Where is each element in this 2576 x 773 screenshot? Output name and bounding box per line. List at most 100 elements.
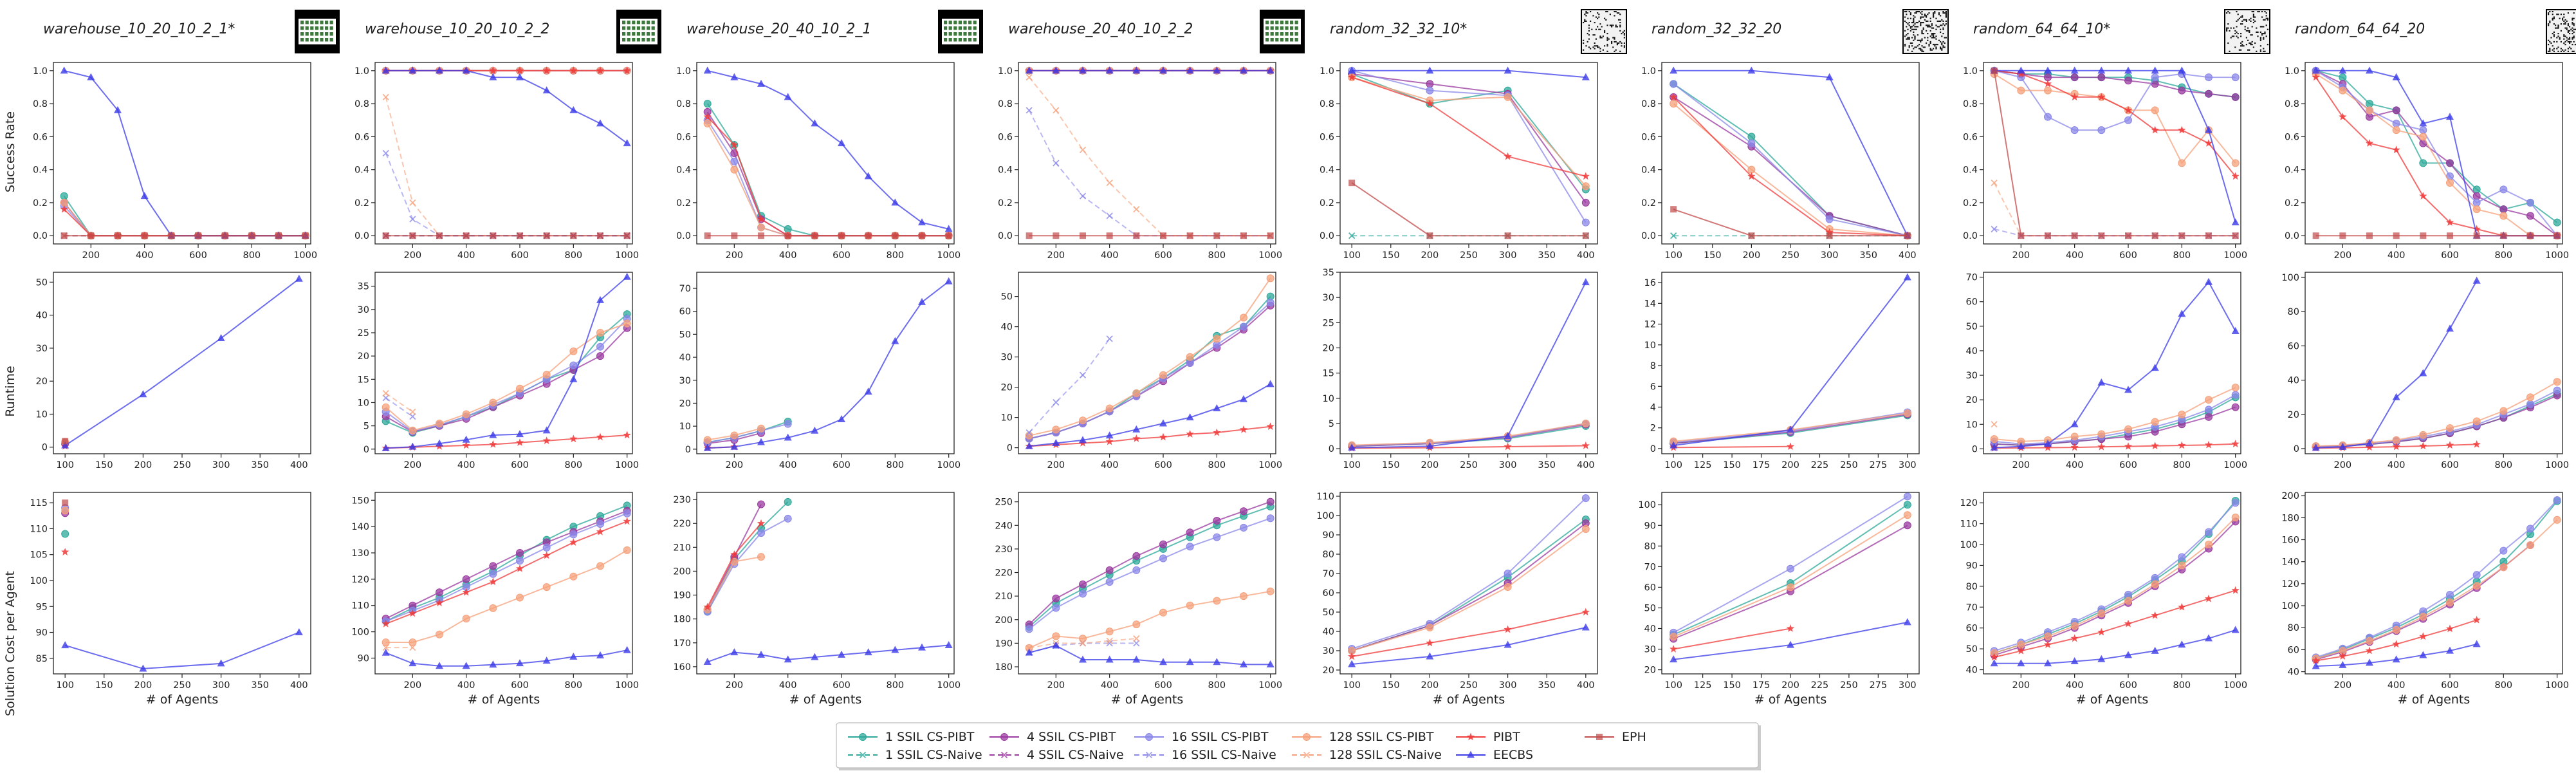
data-point <box>703 657 712 665</box>
data-point <box>1186 601 1194 610</box>
data-point <box>1786 624 1795 632</box>
data-point <box>516 549 524 557</box>
data-point <box>1903 273 1911 281</box>
series-line <box>385 505 628 622</box>
x-tick-label: 200 <box>2333 250 2351 261</box>
series-line <box>1673 628 1791 650</box>
data-point <box>891 337 899 344</box>
map-title: warehouse_10_20_10_2_1* <box>43 21 235 37</box>
x-tick-label: 300 <box>1499 460 1517 470</box>
data-point <box>784 655 792 663</box>
data-point <box>703 443 712 451</box>
y-tick-label: 100 <box>351 628 369 638</box>
data-point <box>2419 159 2427 167</box>
chart-column-random-32-32-10: random_32_32_10*100 150 200 250 300 350 4000.0… <box>1316 9 1627 707</box>
data-point <box>1504 432 1512 440</box>
data-point <box>141 232 148 239</box>
series-line <box>385 397 413 418</box>
legend-label: 128 SSIL CS-Naive <box>1329 748 1442 762</box>
data-point <box>382 443 390 451</box>
data-point <box>1266 498 1274 506</box>
data-point <box>757 650 765 658</box>
y-tick-label: 40 <box>36 311 48 321</box>
data-point <box>891 646 899 653</box>
data-point <box>1240 322 1247 331</box>
y-tick-label: 0.2 <box>354 198 369 209</box>
data-point <box>382 66 390 74</box>
legend-marker <box>1596 734 1603 740</box>
series-eecbs <box>382 646 631 669</box>
data-point <box>1670 633 1678 641</box>
data-point <box>2205 541 2213 549</box>
panel-success-rate: 200 400 600 800 1000 0.0 0.2 0.4 0.6 0.8 1.0 <box>998 62 1282 261</box>
data-point <box>2231 384 2240 392</box>
x-tick-label: 800 <box>2494 680 2512 691</box>
series-line <box>1351 77 1587 187</box>
series-128-ssil-cs-pibt <box>61 507 69 515</box>
y-tick-label: 110 <box>1316 492 1334 502</box>
series-line <box>64 278 300 447</box>
data-point <box>944 640 953 648</box>
y-tick-label: 25 <box>358 328 369 339</box>
data-point <box>115 232 121 239</box>
legend-label: 16 SSIL CS-Naive <box>1172 748 1276 762</box>
panel-solution-cost-per-agent: 200 400 600 800 1000 160 170 180 190 200 210 220 230… <box>673 492 961 707</box>
data-point <box>1426 232 1433 239</box>
data-point <box>2339 232 2346 239</box>
x-tick-label: 1000 <box>615 680 639 691</box>
data-point <box>2017 659 2025 667</box>
series-line <box>385 510 628 620</box>
y-tick-label: 140 <box>351 522 369 532</box>
y-tick-label: 30 <box>1966 371 1978 381</box>
x-tick-label: 200 <box>1781 680 1799 691</box>
data-point <box>703 119 712 127</box>
panel-runtime: 200 400 600 800 1000 0 10 20 30 40 50 60 70 <box>679 272 961 470</box>
data-point <box>1240 66 1247 74</box>
series-line <box>1351 77 1587 177</box>
data-point <box>2044 86 2052 95</box>
map-title: random_32_32_20 <box>1651 21 1781 37</box>
x-tick-label: 175 <box>1753 460 1771 470</box>
series-eph <box>1026 232 1274 239</box>
x-tick-label: 1000 <box>2545 460 2569 470</box>
y-tick-label: 95 <box>36 602 48 612</box>
legend-box <box>836 722 1759 768</box>
row-label-success-rate: Success Rate <box>3 111 17 192</box>
data-point <box>1105 566 1114 574</box>
x-tick-label: 1000 <box>1258 460 1282 470</box>
data-point <box>596 527 605 536</box>
x-tick-label: 800 <box>564 250 582 261</box>
data-point <box>1240 523 1247 532</box>
data-point <box>1079 146 1087 154</box>
x-tick-label: 300 <box>1899 680 1917 691</box>
legend-marker <box>1303 751 1311 759</box>
series-eecbs <box>1670 273 1911 449</box>
series-line <box>1351 498 1587 649</box>
y-tick-label: 105 <box>30 550 48 561</box>
data-point <box>436 662 443 669</box>
data-point <box>2178 441 2186 449</box>
x-tick-label: 400 <box>2387 680 2406 691</box>
x-tick-label: 600 <box>2119 250 2137 261</box>
data-point <box>2472 571 2481 579</box>
x-tick-label: 250 <box>1840 680 1858 691</box>
data-point <box>489 562 497 570</box>
y-tick-label: 10 <box>679 422 691 432</box>
data-point <box>2419 613 2427 621</box>
series-layer <box>1990 66 2240 239</box>
x-tick-label: 150 <box>1382 250 1400 261</box>
data-point <box>1787 425 1794 433</box>
series-layer <box>1990 496 2240 667</box>
data-point <box>2178 561 2186 570</box>
data-point <box>2178 411 2186 419</box>
data-point <box>1240 313 1247 322</box>
data-point <box>784 498 792 506</box>
series-pibt <box>382 517 631 628</box>
x-tick-label: 200 <box>725 680 743 691</box>
data-point <box>703 66 712 74</box>
data-point <box>944 225 953 232</box>
data-point <box>1026 107 1033 114</box>
x-tick-label: 1000 <box>2223 680 2247 691</box>
data-point <box>2392 126 2400 135</box>
